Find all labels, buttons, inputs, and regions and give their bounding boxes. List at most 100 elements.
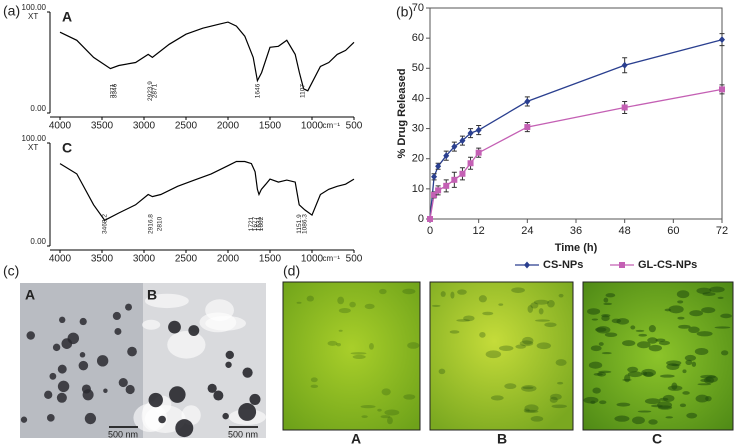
stain xyxy=(679,403,687,408)
particle xyxy=(242,367,253,378)
particle xyxy=(213,390,224,401)
particle xyxy=(49,372,57,380)
stain xyxy=(595,327,607,332)
x-tick-label: 3000 xyxy=(133,254,156,265)
particle xyxy=(52,343,61,352)
x-tick-label: 12 xyxy=(473,225,485,237)
image-label: A xyxy=(25,287,35,303)
stain xyxy=(605,293,616,298)
stain xyxy=(530,416,544,422)
stain xyxy=(547,300,555,308)
particle xyxy=(168,320,181,334)
peak-label: 2923.9 xyxy=(147,81,154,101)
peak-label: 3468.2 xyxy=(101,214,108,234)
y-tick-label: 0.00 xyxy=(30,104,46,113)
stain xyxy=(485,350,502,359)
particle xyxy=(125,384,135,395)
y-tick-label: 30 xyxy=(412,122,424,134)
stain xyxy=(338,308,351,314)
haze xyxy=(144,293,189,309)
y-tick-label: 0 xyxy=(418,213,424,225)
x-tick-label: 2000 xyxy=(217,121,240,132)
stain xyxy=(511,287,525,293)
stain xyxy=(522,336,534,345)
stain xyxy=(440,291,446,297)
particle xyxy=(57,364,67,374)
stain xyxy=(533,299,549,305)
y-tick-label: 20 xyxy=(412,153,424,165)
marker xyxy=(475,149,482,156)
line xyxy=(429,39,723,220)
y-tick-label: 70 xyxy=(412,2,424,14)
x-tick-label: 72 xyxy=(716,225,728,237)
stain xyxy=(627,366,639,373)
particle xyxy=(46,414,55,422)
stain xyxy=(721,350,729,356)
stain xyxy=(498,345,514,351)
microscopy-image xyxy=(282,281,421,431)
stain xyxy=(622,340,636,347)
stain xyxy=(648,325,656,333)
x-label: Time (h) xyxy=(555,242,598,254)
y-tick-label: 40 xyxy=(412,92,424,104)
stain xyxy=(665,416,674,419)
peak-label: 1631 xyxy=(256,216,263,231)
textures xyxy=(20,286,732,438)
stain xyxy=(384,409,400,416)
peak-label: 1677 xyxy=(252,216,259,231)
stain xyxy=(705,375,718,383)
stain xyxy=(306,295,314,302)
particle xyxy=(79,352,86,358)
stain xyxy=(524,404,539,413)
image-label: C xyxy=(652,431,662,447)
x-tick-label: 4000 xyxy=(49,121,72,132)
stain xyxy=(671,382,678,390)
stain xyxy=(479,331,486,338)
y-tick-label: 60 xyxy=(412,32,424,44)
y-tick-label: 100.00 xyxy=(22,134,47,143)
marker xyxy=(431,191,438,198)
particle xyxy=(59,316,66,324)
y-tick-label: 0.00 xyxy=(30,237,46,246)
stain xyxy=(688,326,700,334)
stain xyxy=(659,397,669,401)
marker xyxy=(459,170,466,177)
stain xyxy=(694,348,709,355)
stain xyxy=(504,383,517,390)
stain xyxy=(678,324,691,329)
x-tick-label: 2500 xyxy=(175,121,198,132)
marker xyxy=(451,176,458,183)
stain xyxy=(684,354,697,362)
panel-label: (c) xyxy=(3,263,19,279)
particle xyxy=(79,317,87,326)
particle xyxy=(112,311,121,321)
peak-label: 3371 xyxy=(110,83,117,98)
marker xyxy=(719,86,725,93)
stain xyxy=(592,387,601,394)
stain xyxy=(407,342,420,349)
stain xyxy=(689,310,704,317)
line xyxy=(429,88,723,220)
spectrum xyxy=(59,160,355,222)
stain xyxy=(717,296,724,299)
stain xyxy=(591,318,599,321)
x-tick-label: 1000 xyxy=(301,254,324,265)
particle xyxy=(114,327,122,335)
panel-label: (b) xyxy=(396,4,413,20)
stain xyxy=(381,388,391,396)
legend-marker xyxy=(619,262,625,268)
stain xyxy=(490,395,504,401)
stain xyxy=(387,416,393,425)
stain xyxy=(709,286,725,293)
peak-label: 2871 xyxy=(152,83,159,98)
peak-label: 2916.8 xyxy=(148,214,155,234)
stain xyxy=(657,401,673,409)
stain xyxy=(478,295,487,303)
peak-label: 1151.9 xyxy=(296,214,303,234)
stain xyxy=(361,415,368,419)
stain xyxy=(676,290,690,299)
stain xyxy=(349,301,356,308)
marker xyxy=(467,160,474,167)
stain xyxy=(530,302,539,309)
